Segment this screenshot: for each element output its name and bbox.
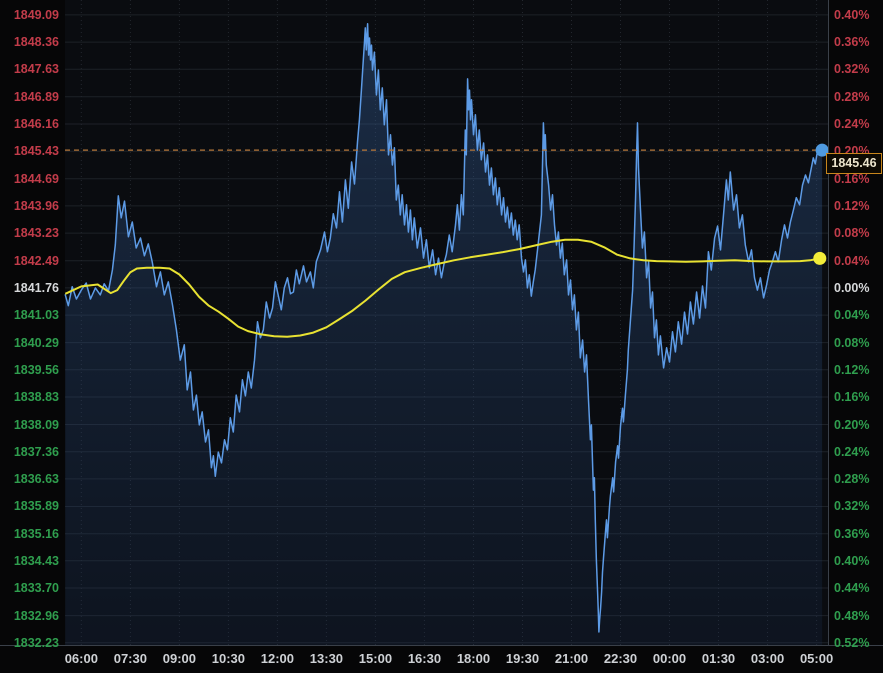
percent-tick-label: 0.08% [834,335,870,350]
price-tick-label: 1835.89 [13,499,59,514]
percent-tick-label: 0.20% [834,417,870,432]
percent-tick-label: 0.32% [834,499,870,514]
percent-tick-label: 0.40% [834,553,870,568]
price-tick-label: 1845.43 [13,144,59,159]
price-tick-label: 1846.89 [13,89,59,104]
moving-average-line [64,238,820,338]
price-tick-label: 1838.83 [13,389,59,404]
percent-tick-label: 0.16% [834,389,870,404]
percent-tick-label: 0.36% [834,35,870,50]
time-tick-label: 07:30 [113,651,147,666]
percent-tick-label: 0.28% [834,89,870,104]
price-area-fill [65,23,823,646]
price-tick-label: 1844.69 [13,171,59,186]
price-tick-label: 1834.43 [13,553,59,568]
price-tick-label: 1832.23 [13,635,59,650]
percent-tick-label: 0.44% [834,581,870,596]
percent-tick-label: 0.00% [834,280,870,295]
price-tick-label: 1849.09 [13,7,59,22]
time-tick-label: 13:30 [309,651,344,666]
percent-tick-label: 0.24% [834,444,870,459]
price-tick-label: 1846.16 [13,117,59,131]
time-tick-label: 01:30 [701,651,736,666]
time-tick-label: 18:00 [456,651,491,666]
price-tick-label: 1841.03 [13,308,59,323]
time-tick-label: 12:00 [260,651,295,666]
last-price-dot [815,143,829,157]
time-tick-label: 06:00 [64,651,98,666]
time-tick-label: 09:00 [162,651,196,666]
percent-tick-label: 0.08% [834,226,870,241]
current-price-badge: 1845.46 [826,153,882,174]
time-tick-label: 19:30 [505,651,540,666]
price-tick-label: 1832.96 [13,608,59,623]
price-tick-label: 1847.63 [13,62,59,77]
time-tick-label: 22:30 [603,651,638,666]
percent-tick-label: 0.52% [834,635,870,650]
price-tick-label: 1843.23 [13,226,59,241]
percent-tick-label: 0.24% [834,117,870,131]
percent-tick-label: 0.16% [834,171,870,186]
time-tick-label: 05:00 [799,651,834,666]
price-line [64,23,823,633]
price-tick-label: 1842.49 [13,253,59,268]
price-tick-label: 1833.70 [13,581,59,596]
price-tick-label: 1835.16 [13,526,59,541]
percent-tick-label: 0.32% [834,62,870,77]
price-tick-label: 1837.36 [13,444,59,459]
price-tick-label: 1843.96 [13,198,59,213]
percent-tick-label: 0.36% [834,526,870,541]
price-tick-label: 1841.76 [13,280,59,295]
price-tick-label: 1839.56 [13,362,59,377]
percent-tick-label: 0.12% [834,198,870,213]
percent-tick-label: 0.04% [834,308,870,323]
percent-tick-label: 0.40% [834,7,870,22]
percent-tick-label: 0.12% [834,362,870,377]
price-tick-label: 1840.29 [13,335,59,350]
time-tick-label: 10:30 [211,651,245,666]
time-tick-label: 15:00 [358,651,393,666]
price-tick-label: 1836.63 [13,471,59,486]
percent-tick-label: 0.04% [834,253,870,268]
ma-end-dot [813,251,827,265]
price-tick-label: 1848.36 [13,35,59,50]
percent-tick-label: 0.48% [834,608,870,623]
time-tick-label: 16:30 [407,651,442,666]
price-tick-label: 1838.09 [13,417,59,432]
percent-tick-label: 0.28% [834,471,870,486]
time-tick-label: 03:00 [750,651,785,666]
time-tick-label: 00:00 [652,651,687,666]
time-tick-label: 21:00 [554,651,589,666]
